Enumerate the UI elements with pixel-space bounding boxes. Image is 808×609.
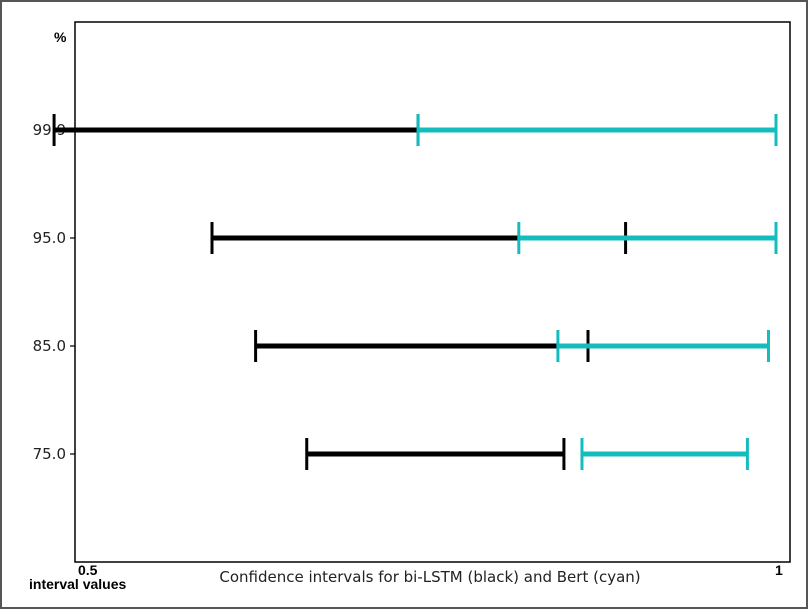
x-axis-max-label: 1 [775,562,783,578]
plot-area [74,21,791,563]
y-tick-label: 99.9 [33,121,66,139]
y-tick-label: 75.0 [33,445,66,463]
y-tick-label: 95.0 [33,229,66,247]
x-axis-min-label: 0.5 [78,562,98,578]
x-axis-caption: interval values [29,576,126,592]
x-axis-title: Confidence intervals for bi-LSTM (black)… [219,568,640,586]
y-axis-unit-label: % [54,29,67,45]
y-tick-label: 85.0 [33,337,66,355]
y-axis-ticks: 99.9 95.0 85.0 75.0 [33,121,75,463]
interval-bars [52,114,778,470]
